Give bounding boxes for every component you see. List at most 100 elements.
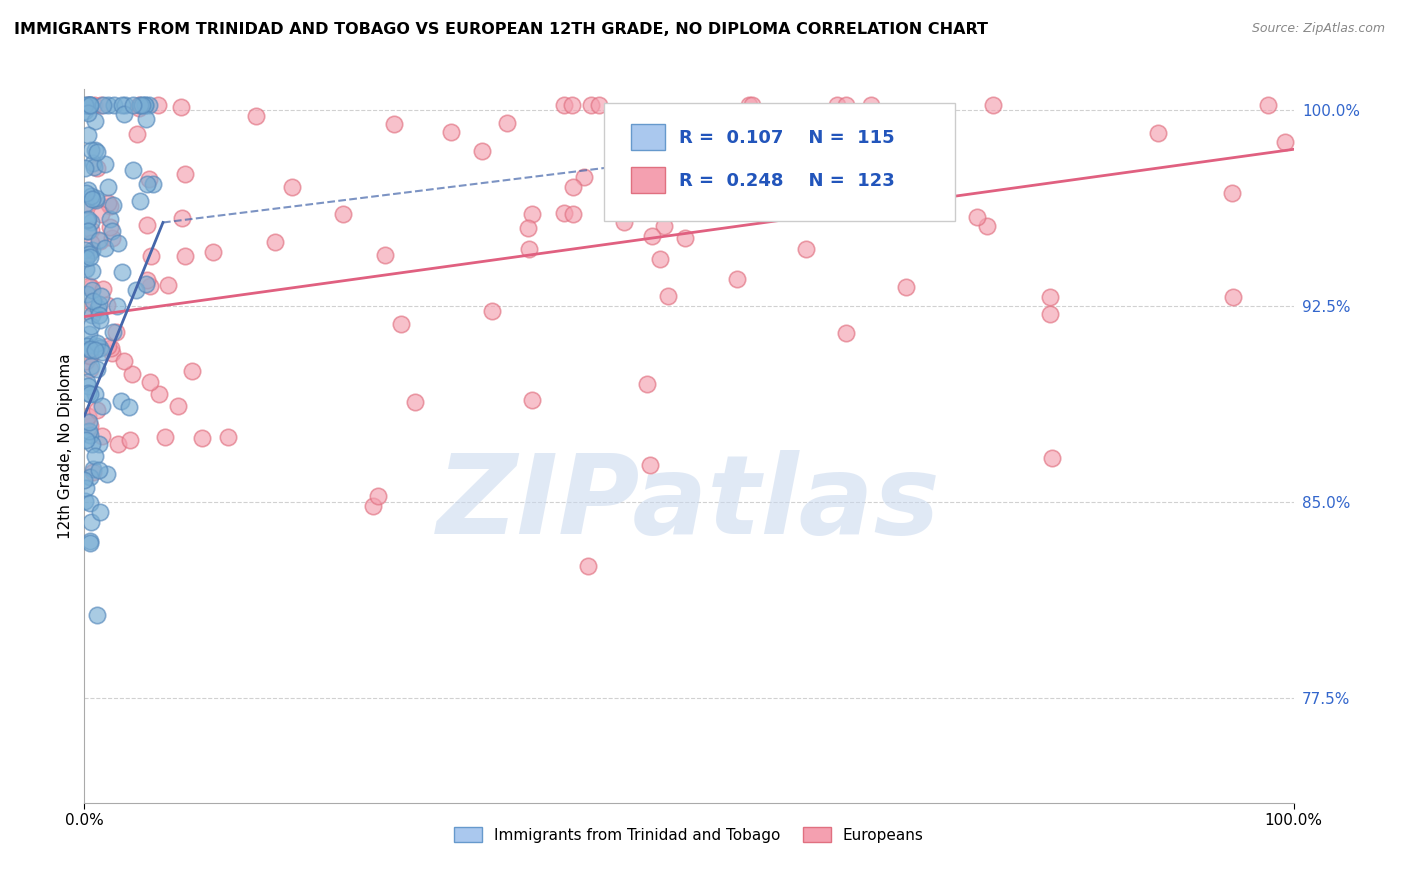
Point [650,252,672,266]
Point [79,496,101,510]
Point [100,341,122,355]
FancyBboxPatch shape [605,103,955,221]
Point [640,228,662,243]
Point [77,348,100,362]
Point [1039,307,1062,321]
Point [835,326,858,340]
Point [893,145,915,159]
Point [89,312,111,326]
Point [84,143,107,157]
Point [404,395,426,409]
Point [77,98,100,112]
Point [135,177,157,191]
Point [73,303,96,318]
Point [374,248,396,262]
Point [79,98,101,112]
Point [86,607,108,622]
Point [79,386,101,401]
Point [80,309,103,323]
Point [738,98,761,112]
Text: ZIPatlas: ZIPatlas [437,450,941,557]
Point [75,251,97,265]
Point [89,505,111,519]
Point [73,103,96,118]
Point [361,499,384,513]
Point [825,98,848,112]
Point [652,219,675,233]
Point [107,437,129,451]
Point [94,157,117,171]
Point [97,98,120,112]
Point [91,344,114,359]
Point [79,337,101,351]
Point [79,536,101,550]
Point [82,465,104,479]
Point [77,386,100,401]
Point [496,116,519,130]
Point [75,98,97,112]
Point [180,363,202,377]
Point [280,180,302,194]
Point [91,429,114,443]
Point [101,224,124,238]
Point [142,177,165,191]
Point [135,277,157,291]
Point [561,207,583,221]
Point [87,437,110,451]
Point [138,98,160,112]
Point [638,458,661,472]
Point [367,489,389,503]
Point [1039,290,1062,304]
Point [120,433,142,447]
Bar [631,124,665,150]
Point [79,534,101,549]
Point [101,198,124,212]
Point [114,107,136,121]
Point [125,128,148,142]
Point [976,219,998,234]
Point [581,98,603,112]
Point [87,308,110,322]
Point [86,335,108,350]
Point [76,213,98,227]
Point [128,101,150,115]
Point [75,186,97,201]
Point [121,162,143,177]
Point [626,191,648,205]
Point [668,190,690,204]
Point [122,98,145,112]
Bar [631,167,665,193]
Point [76,375,98,389]
Point [382,117,405,131]
Point [96,298,118,312]
Point [83,160,105,174]
Point [98,219,121,234]
Point [574,170,596,185]
Point [84,191,107,205]
Point [96,467,118,481]
Point [91,98,114,112]
Point [90,289,112,303]
Point [134,98,156,112]
Point [553,206,575,220]
Point [76,287,98,301]
Point [613,215,636,229]
Point [471,144,494,158]
Point [94,241,117,255]
Point [76,224,98,238]
Point [668,148,690,162]
Point [1222,289,1244,303]
Point [77,246,100,260]
Point [129,98,152,112]
Point [741,98,763,112]
Point [773,109,796,123]
Point [834,98,856,112]
Point [80,359,103,373]
Point [894,280,917,294]
Point [87,297,110,311]
Point [80,244,103,258]
Point [80,280,103,294]
Point [332,206,354,220]
Point [139,249,162,263]
Point [77,415,100,429]
